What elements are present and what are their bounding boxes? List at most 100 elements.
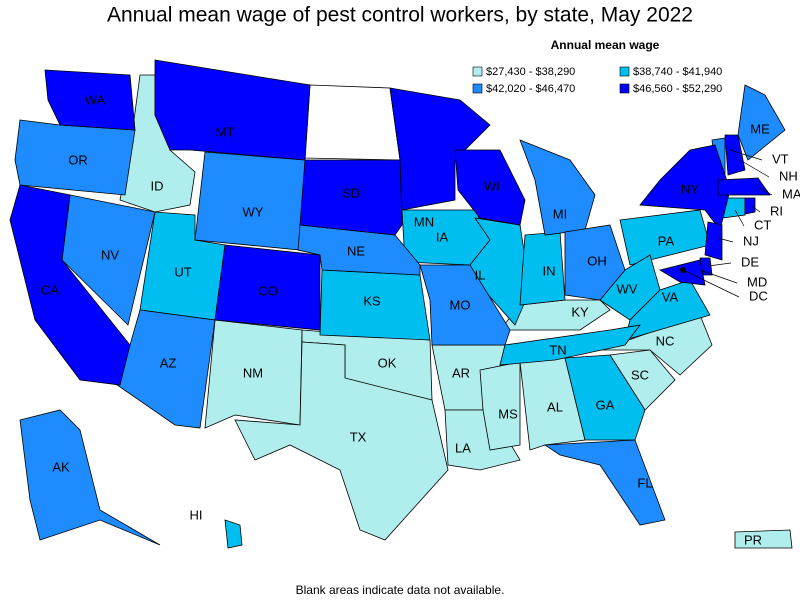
legend-swatch [472,66,483,77]
state-label: DE [741,254,759,269]
state [454,149,526,226]
state-label: WI [484,178,500,193]
state [704,221,723,261]
legend-title: Annual mean wage [551,38,660,52]
state-label: UT [174,264,191,279]
state-label: TX [350,429,367,444]
state [234,341,449,541]
state-label: MS [498,406,518,421]
state-label: CO [258,283,278,298]
state-label: WY [243,204,264,219]
legend-label: $27,430 - $38,290 [486,66,575,78]
state-label: VA [662,289,679,304]
state-label: OH [587,253,607,268]
state-label: MA [782,186,800,201]
state-label: WV [617,281,638,296]
state [419,264,511,346]
state [9,184,131,386]
state-label: MT [216,124,235,139]
state-label: AL [547,399,563,414]
state [444,409,521,471]
state [194,151,306,251]
state-label: KY [571,304,589,319]
state [724,134,746,176]
leader-line [682,269,740,298]
state-label: KS [363,293,381,308]
legend-swatch [619,83,630,94]
state-label: NJ [743,233,759,248]
state-label: TN [549,342,566,357]
state [297,224,421,276]
state [389,87,491,211]
state [639,144,731,231]
state-label: NC [656,333,675,348]
leader-line [729,149,763,161]
state [737,84,786,161]
state [154,59,311,161]
state-label: IL [475,267,486,282]
state [299,159,403,236]
state-label: IA [436,229,449,244]
state [564,224,626,301]
title: Annual mean wage of pest control workers… [107,4,693,27]
leader-line [734,209,745,227]
state-label: LA [455,440,471,455]
state-label: PR [744,532,762,547]
state-label: AR [452,365,470,380]
state [214,244,321,331]
state-label: HI [190,507,203,522]
leader-line [699,269,738,284]
state-label: OK [378,355,397,370]
state-label: CA [41,282,59,297]
state-label: FL [637,475,652,490]
state-label: RI [770,203,783,218]
legend-label: $38,740 - $41,940 [633,66,722,78]
state-label: SD [342,185,360,200]
state-label: NM [243,365,263,380]
footnote: Blank areas indicate data not available. [296,583,505,597]
state [543,439,666,526]
legend-label: $46,560 - $52,290 [633,83,722,95]
state-label: NE [347,243,365,258]
state-nd [304,84,401,161]
state-label: OR [68,152,88,167]
state-label: GA [596,397,615,412]
state-label: ME [750,121,770,136]
legend-swatch [619,66,630,77]
state-label: PA [658,233,675,248]
state-label: NY [681,181,699,196]
state-label: WA [85,92,106,107]
state-label: MD [747,274,767,289]
state [19,409,161,546]
leader-line [759,187,773,196]
state-label: AK [52,459,70,474]
state-label: MN [414,214,434,229]
state-label: NH [779,168,798,183]
state-label: AZ [160,355,177,370]
state-label: CT [754,217,771,232]
legend-swatch [472,83,483,94]
legend-label: $42,020 - $46,470 [486,83,575,95]
state [734,529,793,549]
leader-line [707,262,732,267]
state [224,519,243,549]
state [564,354,646,441]
state-label: MI [553,206,567,221]
state-label: DC [749,288,768,303]
state-label: SC [631,367,649,382]
dc-dot [680,267,686,273]
leader-line [739,159,770,178]
leader-line [717,237,734,243]
state [204,319,303,429]
state-label: NV [101,247,119,262]
state [44,69,136,131]
state-label: MO [450,297,471,312]
state [744,197,756,215]
leader-line [751,205,761,213]
state [469,217,531,326]
state-label: IN [543,263,556,278]
state [717,177,771,196]
state-label: ID [151,178,164,193]
state-label: VT [772,151,789,166]
